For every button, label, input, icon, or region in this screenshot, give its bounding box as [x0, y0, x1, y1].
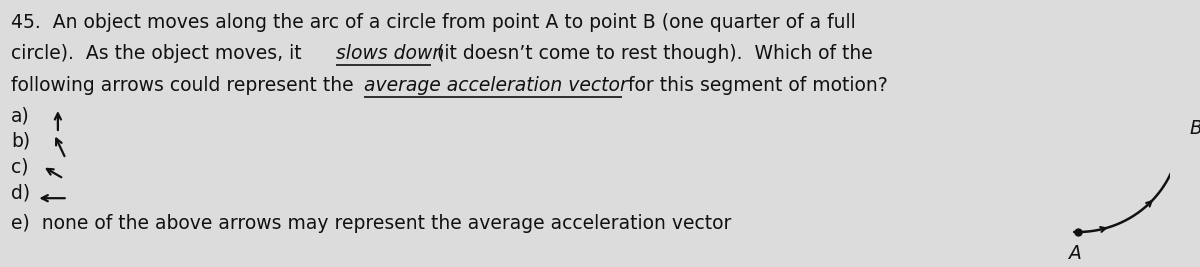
Text: e)  none of the above arrows may represent the average acceleration vector: e) none of the above arrows may represen…	[11, 214, 732, 233]
Text: d): d)	[11, 183, 30, 202]
Text: (it doesn’t come to rest though).  Which of the: (it doesn’t come to rest though). Which …	[431, 44, 872, 63]
Text: following arrows could represent the: following arrows could represent the	[11, 76, 360, 95]
Text: b): b)	[11, 132, 30, 151]
Text: average acceleration vector: average acceleration vector	[365, 76, 628, 95]
Text: circle).  As the object moves, it: circle). As the object moves, it	[11, 44, 307, 63]
Text: 45.  An object moves along the arc of a circle from point A to point B (one quar: 45. An object moves along the arc of a c…	[11, 13, 856, 32]
Text: for this segment of motion?: for this segment of motion?	[622, 76, 888, 95]
Text: B: B	[1189, 119, 1200, 138]
Text: a): a)	[11, 106, 30, 125]
Text: slows down: slows down	[336, 44, 444, 63]
Text: A: A	[1069, 244, 1082, 264]
Text: c): c)	[11, 158, 29, 177]
